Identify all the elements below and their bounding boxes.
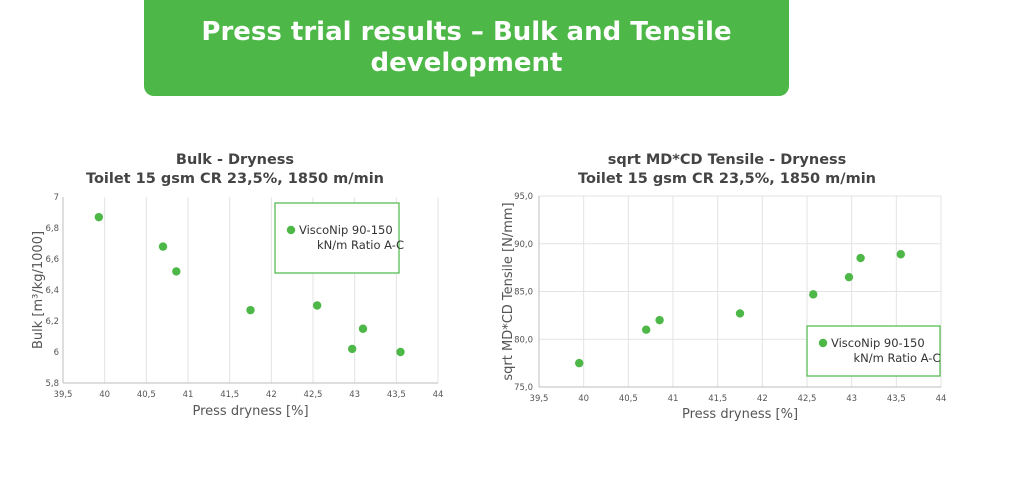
legend-marker — [818, 338, 828, 348]
legend-box — [274, 202, 400, 274]
y-tick-label: 6 — [54, 348, 59, 358]
data-point — [896, 250, 905, 259]
x-axis-label: Press dryness [%] — [682, 407, 798, 422]
x-tick-label: 43,5 — [387, 390, 406, 400]
legend-label-line2: kN/m Ratio A-C — [854, 351, 941, 365]
y-tick-label: 6,8 — [45, 224, 59, 234]
data-point — [396, 347, 405, 357]
data-point — [809, 290, 818, 299]
x-tick-label: 41,5 — [220, 390, 239, 400]
legend-marker — [286, 225, 296, 235]
legend-label-line1: ViscoNip 90-150 — [299, 223, 393, 237]
x-axis-label: Press dryness [%] — [192, 404, 308, 419]
x-tick-label: 41,5 — [708, 394, 727, 404]
data-point — [246, 305, 255, 315]
y-axis-label: Bulk [m³/kg/1000] — [31, 231, 46, 349]
bulk-dryness-chart: Bulk - Dryness Toilet 15 gsm CR 23,5%, 18… — [31, 152, 444, 419]
chart-subtitle: Toilet 15 gsm CR 23,5%, 1850 m/min — [86, 171, 384, 187]
legend-box — [806, 325, 941, 377]
x-tick-label: 42 — [757, 394, 768, 404]
data-point — [94, 212, 104, 222]
tensile-dryness-chart: sqrt MD*CD Tensile - Dryness Toilet 15 gs… — [501, 152, 947, 422]
x-tick-label: 42,5 — [304, 390, 323, 400]
y-tick-label: 6,2 — [45, 317, 59, 327]
legend-label-line1: ViscoNip 90-150 — [831, 336, 925, 350]
data-point — [844, 272, 854, 282]
x-tick-label: 44 — [433, 390, 444, 400]
y-tick-label: 6,4 — [45, 286, 59, 296]
data-point — [347, 344, 357, 354]
x-tick-label: 41 — [668, 394, 679, 404]
x-tick-label: 43 — [349, 390, 360, 400]
data-point — [172, 267, 181, 276]
y-tick-label: 90,0 — [514, 240, 533, 250]
x-tick-label: 42 — [266, 390, 277, 400]
y-tick-label: 80,0 — [514, 335, 533, 345]
x-tick-label: 42,5 — [798, 394, 817, 404]
data-point — [642, 325, 651, 334]
data-point — [735, 309, 745, 318]
legend-label-line2: kN/m Ratio A-C — [317, 238, 404, 252]
y-axis-label: sqrt MD*CD Tensile [N/mm] — [501, 202, 516, 380]
data-point — [575, 358, 584, 368]
x-tick-label: 43,5 — [887, 394, 906, 404]
x-tick-label: 41 — [183, 390, 194, 400]
y-tick-label: 6,6 — [45, 255, 59, 265]
y-tick-label: 95,0 — [514, 192, 533, 202]
x-tick-label: 39,5 — [54, 390, 73, 400]
chart-subtitle: Toilet 15 gsm CR 23,5%, 1850 m/min — [578, 171, 876, 187]
y-tick-label: 85,0 — [514, 288, 533, 298]
chart-title: Bulk - Dryness — [176, 152, 294, 168]
x-tick-label: 40 — [578, 394, 589, 404]
banner-title-line2: development — [370, 48, 563, 78]
x-tick-label: 44 — [936, 394, 947, 404]
data-point — [856, 253, 865, 263]
y-tick-label: 75,0 — [514, 383, 533, 393]
y-tick-label: 7 — [54, 193, 59, 203]
chart-title: sqrt MD*CD Tensile - Dryness — [608, 152, 847, 168]
banner-title-line1: Press trial results – Bulk and Tensile — [201, 17, 732, 47]
title-banner: Press trial results – Bulk and Tensile d… — [144, 0, 789, 96]
x-tick-label: 43 — [846, 394, 857, 404]
data-point — [358, 324, 368, 333]
data-point — [312, 301, 322, 310]
x-tick-label: 39,5 — [530, 394, 549, 404]
x-tick-label: 40,5 — [619, 394, 638, 404]
x-tick-label: 40 — [99, 390, 110, 400]
y-tick-label: 5,8 — [45, 379, 59, 389]
data-point — [655, 315, 664, 325]
x-tick-label: 40,5 — [137, 390, 156, 400]
data-point — [158, 242, 168, 251]
